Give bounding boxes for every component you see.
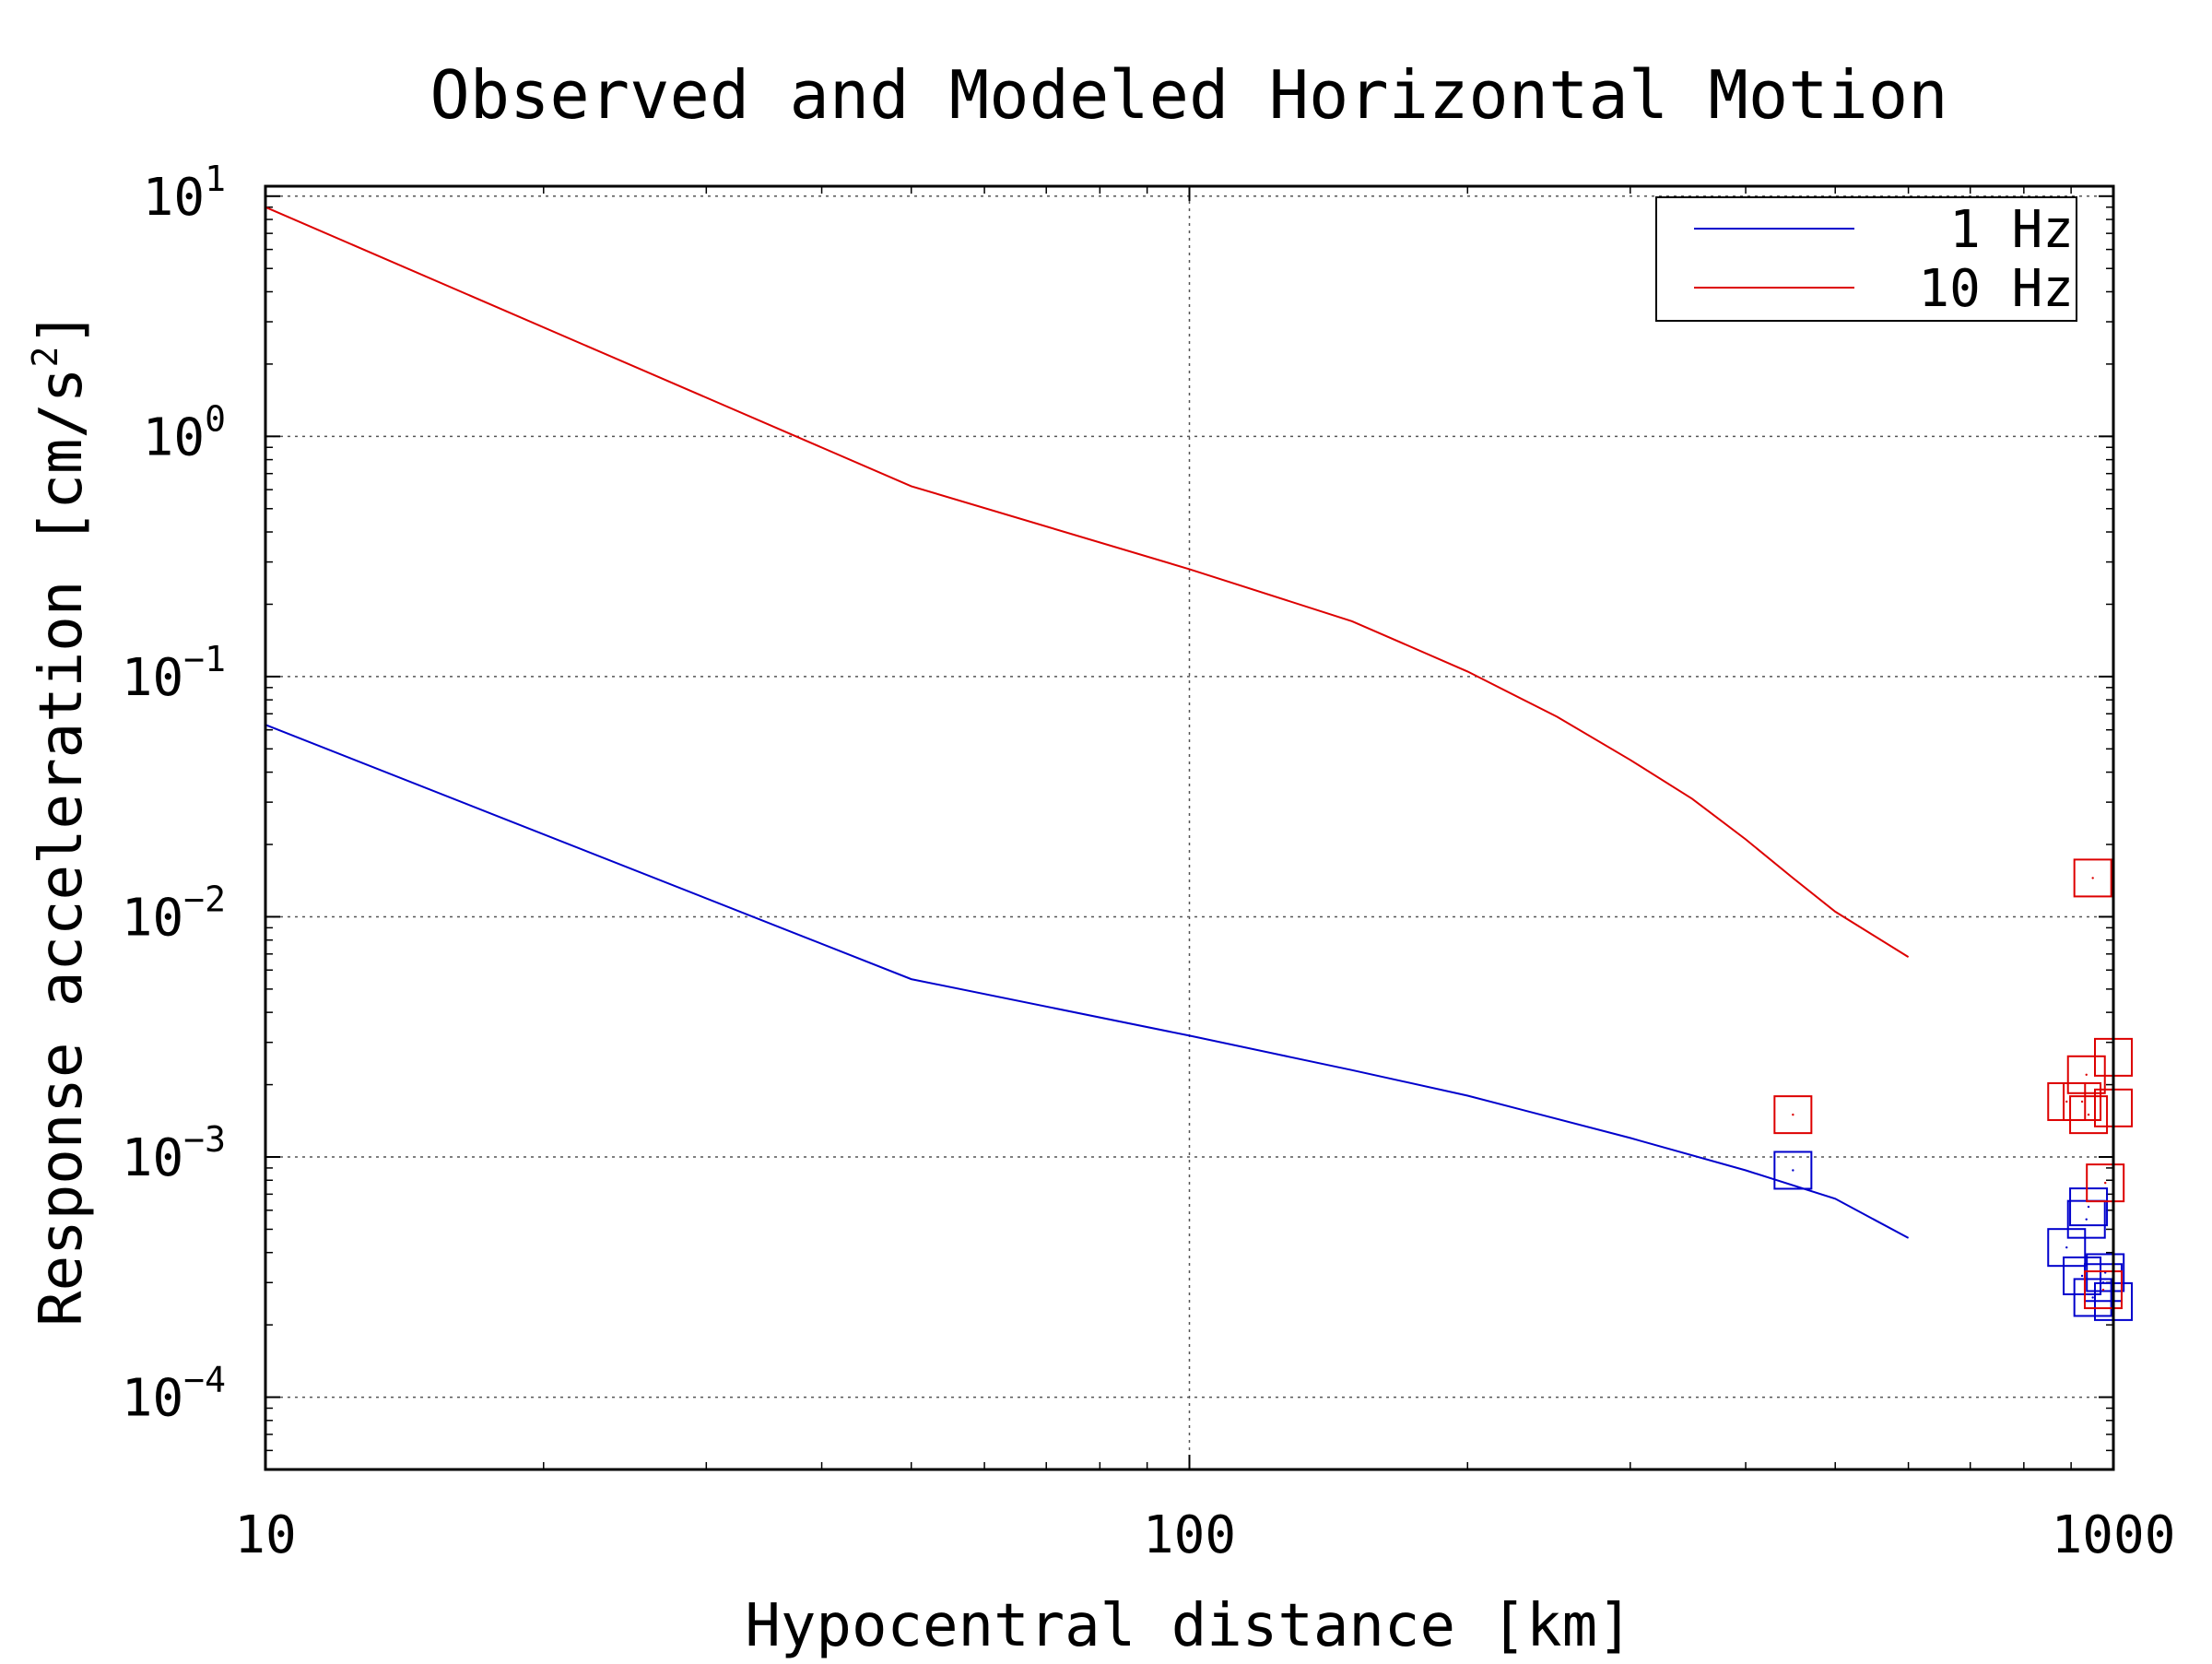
observation-marker-dot bbox=[2080, 1274, 2084, 1278]
y-tick-base: 10 bbox=[143, 407, 205, 467]
y-axis-label-close: ] bbox=[28, 311, 96, 347]
y-axis-label-text: Response acceleration [cm/s bbox=[28, 368, 96, 1327]
observation-marker-dot bbox=[2085, 1073, 2088, 1076]
observation-marker-1hz bbox=[2086, 1253, 2125, 1292]
observation-marker-dot bbox=[1792, 1113, 1794, 1116]
y-tick-exponent: −1 bbox=[183, 639, 226, 679]
y-tick-label: 10−3 bbox=[122, 1119, 226, 1188]
observation-marker-10hz bbox=[2073, 858, 2112, 898]
x-tick-label: 10 bbox=[234, 1505, 296, 1565]
observation-marker-10hz bbox=[2066, 1055, 2106, 1094]
y-tick-label: 10−1 bbox=[122, 639, 226, 708]
y-tick-exponent: 0 bbox=[205, 398, 226, 439]
y-tick-exponent: 1 bbox=[205, 159, 226, 199]
legend-label-1hz: 1 Hz bbox=[1949, 200, 2074, 260]
y-axis-label: Response acceleration [cm/s2] bbox=[25, 311, 96, 1327]
x-axis-label: Hypocentral distance [km] bbox=[745, 1592, 1632, 1659]
y-tick-label: 10−4 bbox=[122, 1360, 226, 1429]
legend: 1 Hz 10 Hz bbox=[1655, 196, 2077, 322]
observation-marker-dot bbox=[2091, 1296, 2094, 1299]
y-tick-exponent: −3 bbox=[183, 1119, 226, 1160]
observation-marker-10hz bbox=[2069, 1095, 2109, 1135]
observation-marker-1hz bbox=[1773, 1151, 1813, 1190]
observation-marker-1hz bbox=[2063, 1256, 2102, 1295]
x-tick-label: 100 bbox=[1143, 1505, 1236, 1565]
observation-marker-dot bbox=[2087, 1113, 2090, 1116]
observation-marker-1hz bbox=[2069, 1187, 2109, 1227]
x-tick-label: 1000 bbox=[2052, 1505, 2176, 1565]
y-tick-label: 100 bbox=[143, 398, 226, 467]
observation-marker-dot bbox=[2080, 1100, 2084, 1103]
observation-marker-dot bbox=[2065, 1100, 2068, 1103]
series-lines bbox=[265, 206, 1910, 1239]
observation-marker-dot bbox=[2065, 1245, 2068, 1249]
series-line-1hz bbox=[265, 724, 1910, 1239]
y-tick-base: 10 bbox=[122, 648, 183, 708]
x-tick-labels: 10 100 1000 bbox=[234, 1505, 2175, 1565]
observation-marker-1hz bbox=[2073, 1278, 2112, 1317]
y-tick-base: 10 bbox=[122, 888, 183, 948]
y-tick-exponent: −4 bbox=[183, 1360, 226, 1400]
observation-marker-dot bbox=[2087, 1205, 2090, 1209]
y-axis-label-exponent: 2 bbox=[25, 347, 65, 368]
y-tick-label: 101 bbox=[143, 159, 226, 228]
observation-marker-10hz bbox=[1773, 1095, 1813, 1135]
observation-marker-dot bbox=[2104, 1181, 2107, 1185]
legend-label-10hz: 10 Hz bbox=[1918, 259, 2074, 319]
observation-marker-10hz bbox=[2063, 1081, 2102, 1121]
observation-marker-dot bbox=[2091, 877, 2094, 879]
observation-marker-dot bbox=[2101, 1288, 2105, 1292]
observation-marker-10hz bbox=[2086, 1163, 2125, 1203]
observation-marker-dot bbox=[1792, 1169, 1794, 1172]
y-tick-label: 10−2 bbox=[122, 879, 226, 948]
observation-marker-10hz bbox=[2083, 1270, 2123, 1310]
series-line-10hz bbox=[265, 206, 1910, 958]
y-tick-exponent: −2 bbox=[183, 879, 226, 919]
grid-lines bbox=[265, 186, 2113, 1469]
plot-area-frame bbox=[264, 184, 2115, 1471]
chart-title: Observed and Modeled Horizontal Motion bbox=[429, 56, 1947, 134]
y-tick-base: 10 bbox=[143, 168, 205, 228]
y-tick-base: 10 bbox=[122, 1369, 183, 1429]
y-tick-base: 10 bbox=[122, 1128, 183, 1188]
observation-markers bbox=[1773, 858, 2133, 1321]
observation-marker-dot bbox=[2085, 1218, 2088, 1221]
legend-box bbox=[1655, 196, 2077, 322]
observation-marker-1hz bbox=[2047, 1228, 2087, 1268]
